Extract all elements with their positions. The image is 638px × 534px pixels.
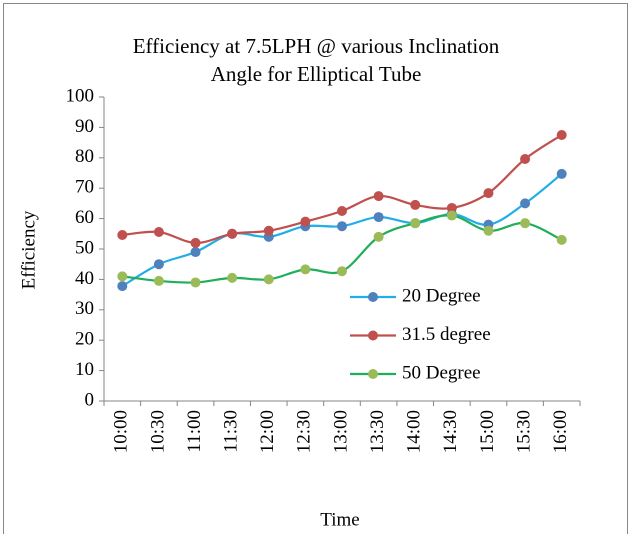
x-axis-label: Time xyxy=(320,509,359,530)
y-tick-label: 30 xyxy=(75,298,94,319)
x-tick-label: 12:30 xyxy=(294,410,315,453)
chart-border xyxy=(3,3,628,534)
x-tick-label: 15:00 xyxy=(477,410,498,453)
y-tick-label: 90 xyxy=(75,116,94,137)
legend-marker xyxy=(368,292,378,302)
y-tick-label: 100 xyxy=(66,85,95,106)
y-tick-label: 60 xyxy=(75,207,94,228)
x-tick-label: 13:00 xyxy=(330,410,351,453)
data-point xyxy=(373,231,384,242)
chart-title: Angle for Elliptical Tube xyxy=(211,62,422,86)
x-tick-label: 12:00 xyxy=(257,410,278,453)
data-point xyxy=(117,281,128,292)
data-point xyxy=(483,225,494,236)
data-point xyxy=(300,264,311,275)
y-tick-label: 0 xyxy=(85,389,95,410)
data-point xyxy=(227,228,238,239)
data-point xyxy=(263,225,274,236)
x-tick-label: 11:30 xyxy=(221,410,242,453)
legend-marker xyxy=(368,369,378,379)
y-tick-label: 10 xyxy=(75,359,94,380)
data-point xyxy=(190,277,201,288)
legend-marker xyxy=(368,330,378,341)
x-tick-label: 10:00 xyxy=(111,410,132,453)
y-tick-label: 20 xyxy=(75,329,94,350)
data-point xyxy=(153,259,164,270)
data-point xyxy=(263,274,274,285)
data-point xyxy=(337,206,347,216)
data-point xyxy=(373,212,384,223)
y-tick-label: 50 xyxy=(75,237,94,258)
data-point xyxy=(300,216,311,227)
data-point xyxy=(190,247,201,258)
chart-title: Efficiency at 7.5LPH @ various Inclinati… xyxy=(133,34,500,58)
x-tick-label: 14:00 xyxy=(404,410,425,453)
data-point xyxy=(446,202,457,213)
data-point xyxy=(520,218,531,229)
data-point xyxy=(556,234,567,245)
legend-label: 50 Degree xyxy=(402,362,481,383)
data-point xyxy=(153,275,164,286)
y-tick-label: 70 xyxy=(75,177,94,198)
data-point xyxy=(117,230,128,241)
data-point xyxy=(446,210,457,221)
data-point xyxy=(556,130,567,140)
x-tick-label: 14:30 xyxy=(440,410,461,453)
y-axis-label: Efficiency xyxy=(18,210,39,289)
data-point xyxy=(520,198,531,209)
data-point xyxy=(556,168,567,179)
data-point xyxy=(190,237,201,248)
y-tick-label: 40 xyxy=(75,268,94,289)
data-point xyxy=(117,271,128,282)
legend-label: 20 Degree xyxy=(402,285,481,306)
data-point xyxy=(373,191,384,202)
data-point xyxy=(520,154,531,165)
data-point xyxy=(337,221,347,232)
x-tick-label: 10:30 xyxy=(147,410,168,453)
x-tick-label: 11:00 xyxy=(184,410,205,453)
data-point xyxy=(227,272,238,283)
legend-label: 31.5 degree xyxy=(402,324,491,345)
data-point xyxy=(153,226,164,237)
x-tick-label: 15:30 xyxy=(513,410,534,453)
y-tick-label: 80 xyxy=(75,146,94,167)
x-tick-label: 16:00 xyxy=(550,410,571,453)
data-point xyxy=(483,188,494,199)
data-point xyxy=(410,218,421,229)
data-point xyxy=(410,199,421,210)
data-point xyxy=(337,266,347,277)
x-tick-label: 13:30 xyxy=(367,410,388,453)
